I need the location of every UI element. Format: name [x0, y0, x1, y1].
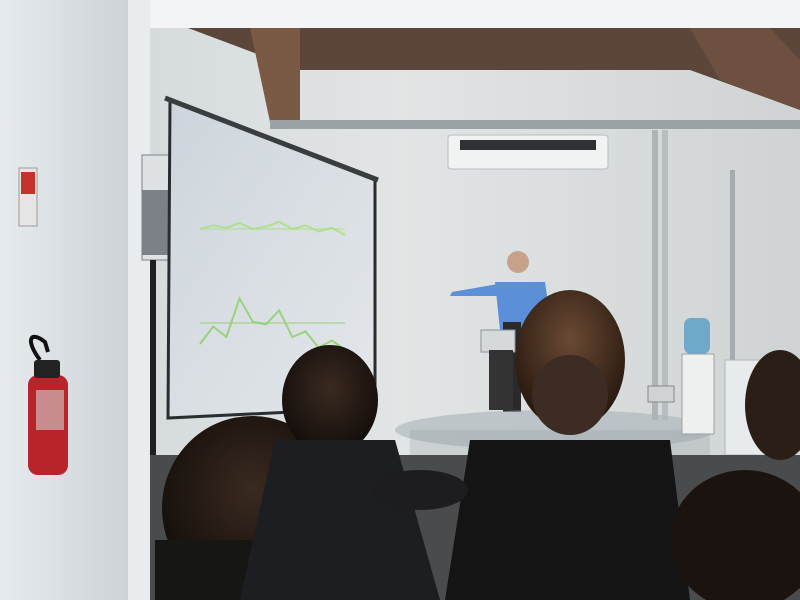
vertical-pipe-2 — [662, 130, 668, 420]
ac-vent — [460, 140, 596, 150]
water-jug — [684, 318, 710, 354]
audience — [155, 290, 800, 600]
presenter-head — [507, 251, 529, 273]
audience-neck-center-right — [532, 355, 608, 435]
wall-outlet — [647, 385, 675, 403]
audience-hair-bottom-right — [670, 470, 800, 600]
ceiling-frame — [130, 0, 800, 28]
presenter-pointing-arm — [450, 284, 498, 296]
extinguisher-valve — [34, 360, 60, 378]
ceiling-beam-right — [690, 28, 800, 110]
audience-head-middle — [282, 345, 378, 455]
left-wall — [0, 0, 150, 600]
slide-series-line-1 — [199, 220, 346, 236]
sign-red-panel — [21, 172, 35, 194]
ceiling-beam-left — [250, 28, 300, 122]
horizontal-pipe — [270, 120, 800, 129]
screen-top-bar — [164, 95, 379, 183]
audience-head-far-right — [745, 350, 800, 460]
vertical-pipe-1 — [652, 130, 658, 420]
extinguisher-hose — [29, 334, 50, 362]
speaker-stand — [150, 260, 156, 510]
audience-shirt-center-right — [445, 440, 690, 600]
empty-chair — [372, 470, 468, 510]
podium — [489, 350, 513, 410]
laptop — [480, 329, 516, 353]
water-cooler — [681, 353, 715, 435]
left-wall-edge — [128, 0, 150, 600]
extinguisher-label — [36, 390, 64, 430]
vertical-pipe-3 — [730, 170, 735, 410]
